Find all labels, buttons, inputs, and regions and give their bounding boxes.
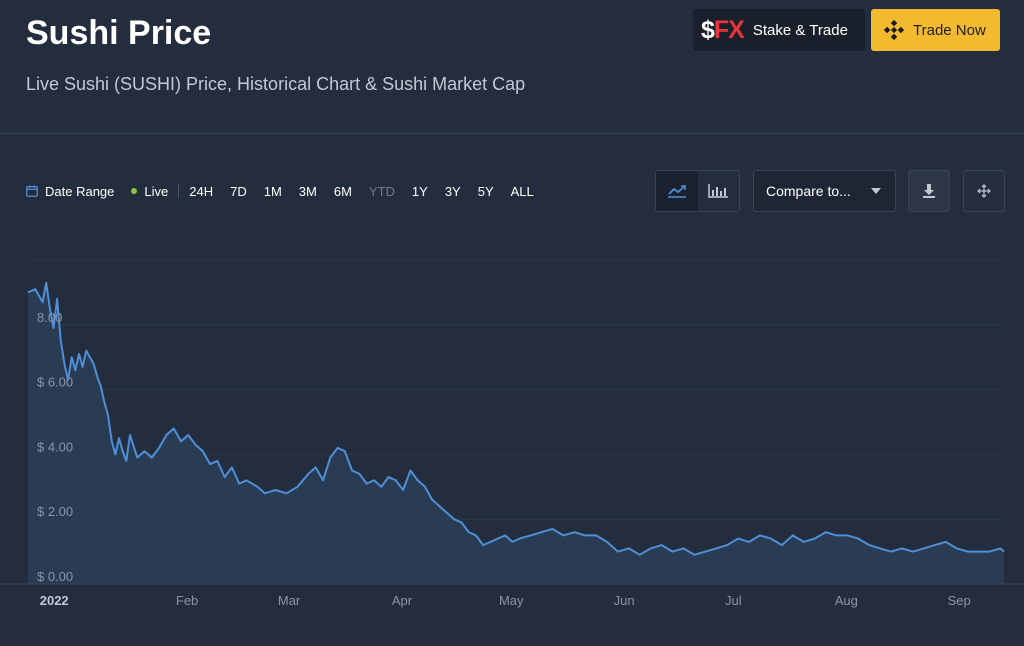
range-1y-button[interactable]: 1Y <box>411 183 428 199</box>
download-button[interactable] <box>908 170 950 212</box>
range-all-button[interactable]: ALL <box>510 183 534 199</box>
line-chart-icon <box>667 185 686 198</box>
y-tick-label: $ 0.00 <box>37 569 73 584</box>
live-indicator-dot <box>131 188 138 194</box>
price-area <box>28 282 1004 584</box>
x-tick-label: May <box>499 593 524 608</box>
x-tick-label: Jun <box>614 593 635 608</box>
x-tick-label: 2022 <box>40 593 69 608</box>
x-tick-label: Mar <box>278 593 301 608</box>
x-tick-label: Aug <box>835 593 858 608</box>
live-button[interactable]: Live <box>131 184 168 199</box>
x-tick-label: Sep <box>948 593 971 608</box>
y-tick-label: $ 2.00 <box>37 504 73 519</box>
fullscreen-button[interactable] <box>963 170 1005 212</box>
chevron-down-icon <box>871 188 881 194</box>
price-chart[interactable]: $ 0.00 $ 2.00 $ 4.00 $ 6.00 8.00 2022 Feb Mar A… <box>0 240 1024 646</box>
range-3m-button[interactable]: 3M <box>298 183 317 199</box>
live-label: Live <box>144 183 169 199</box>
range-ytd-button: YTD <box>368 183 395 199</box>
compare-label: Compare to... <box>766 183 851 199</box>
stake-and-trade-button[interactable]: $FX Stake & Trade <box>693 9 865 51</box>
download-icon <box>923 184 935 198</box>
header-divider <box>0 133 1024 134</box>
line-chart-button[interactable] <box>656 171 698 211</box>
y-tick-label: $ 6.00 <box>37 375 73 390</box>
page-subtitle: Live Sushi (SUSHI) Price, Historical Cha… <box>26 74 526 94</box>
bar-chart-icon <box>708 184 729 198</box>
chart-type-toggle <box>655 170 740 212</box>
date-range-button[interactable]: Date Range <box>26 184 114 199</box>
range-7d-button[interactable]: 7D <box>230 183 247 199</box>
trade-now-label: Trade Now <box>913 21 986 39</box>
fx-logo: $FX <box>701 15 745 44</box>
x-tick-label: Feb <box>176 593 198 608</box>
compare-dropdown[interactable]: Compare to... <box>753 170 896 212</box>
range-5y-button[interactable]: 5Y <box>477 183 494 199</box>
range-3y-button[interactable]: 3Y <box>444 183 461 199</box>
price-line <box>27 281 1005 556</box>
range-1m-button[interactable]: 1M <box>263 183 282 199</box>
fullscreen-icon <box>977 184 991 198</box>
x-tick-label: Jul <box>725 593 742 608</box>
chart-toolbar: Date Range Live 24H 7D 1M 3M 6M YTD 1Y 3… <box>26 182 551 200</box>
binance-icon <box>883 19 905 41</box>
bar-chart-button[interactable] <box>698 171 740 211</box>
range-24h-button[interactable]: 24H <box>189 183 214 199</box>
date-range-label: Date Range <box>45 183 115 199</box>
y-tick-label: $ 4.00 <box>37 439 73 454</box>
y-tick-label: 8.00 <box>37 310 62 325</box>
range-6m-button[interactable]: 6M <box>333 183 352 199</box>
trade-now-button[interactable]: Trade Now <box>871 9 1000 51</box>
x-tick-label: Apr <box>392 593 413 608</box>
stake-and-trade-label: Stake & Trade <box>752 21 848 39</box>
calendar-icon <box>26 185 38 197</box>
page-title: Sushi Price <box>26 14 212 52</box>
toolbar-separator <box>178 184 180 198</box>
